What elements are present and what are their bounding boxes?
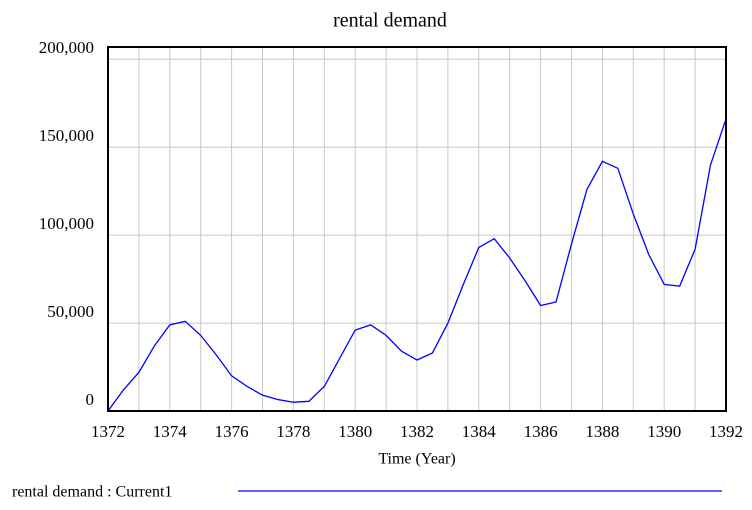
chart-title: rental demand [333, 10, 447, 32]
x-tick-label: 1382 [400, 422, 434, 441]
x-tick-label: 1376 [215, 422, 249, 441]
x-tick-label: 1384 [462, 422, 497, 441]
x-tick-label: 1386 [524, 422, 558, 441]
y-tick-label: 50,000 [47, 302, 94, 321]
x-tick-label: 1388 [585, 422, 619, 441]
x-tick-label: 1380 [338, 422, 372, 441]
x-tick-label: 1392 [709, 422, 743, 441]
legend-label: rental demand : Current1 [12, 484, 172, 501]
x-axis-label: Time (Year) [378, 451, 455, 468]
plot-area [107, 47, 727, 412]
y-tick-label: 150,000 [39, 126, 94, 145]
y-tick-label: 200,000 [39, 38, 94, 57]
y-tick-label: 100,000 [39, 214, 94, 233]
x-tick-label: 1378 [276, 422, 310, 441]
data-line [107, 118, 727, 412]
plot-frame [107, 46, 727, 412]
x-tick-label: 1372 [91, 422, 125, 441]
x-tick-label: 1374 [153, 422, 188, 441]
y-tick-label: 0 [86, 390, 95, 409]
x-tick-label: 1390 [647, 422, 681, 441]
